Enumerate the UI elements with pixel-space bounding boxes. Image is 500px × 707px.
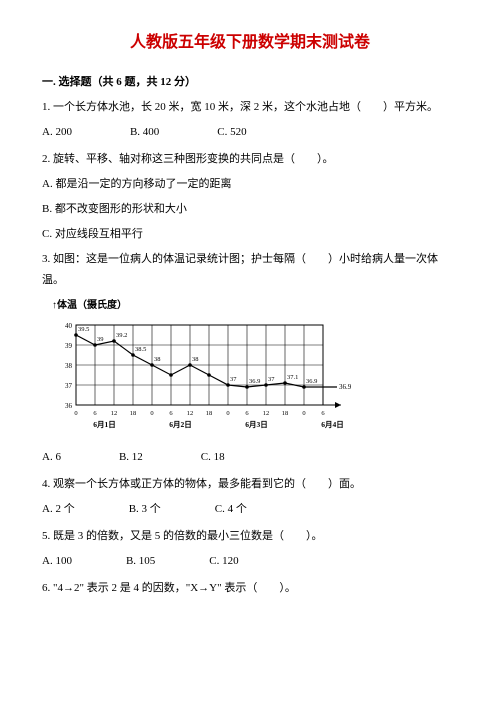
svg-text:38.5: 38.5: [135, 346, 146, 353]
svg-text:39.5: 39.5: [78, 326, 89, 333]
q3-text: 3. 如图：这是一位病人的体温记录统计图；护士每隔（ ）小时给病人量一次体温。: [42, 249, 458, 291]
svg-text:38: 38: [65, 362, 73, 370]
svg-text:36.9: 36.9: [306, 378, 317, 385]
q3-opt-b: B. 12: [119, 447, 143, 468]
q4-opt-c: C. 4 个: [215, 499, 247, 520]
svg-text:38: 38: [192, 356, 199, 363]
chart-y-axis-label: ↑体温（摄氏度）: [52, 296, 458, 315]
svg-text:6月4日: 6月4日: [321, 420, 344, 429]
svg-text:6月2日: 6月2日: [169, 420, 192, 429]
chart-svg: 36 37 38 39 40 0 6 12 18 0 6 12 18 0 6 12 18 0 6 6月1日 6月2日 6月…: [52, 317, 382, 437]
q5-opt-b: B. 105: [126, 551, 155, 572]
svg-text:6月3日: 6月3日: [245, 420, 268, 429]
svg-text:12: 12: [111, 410, 118, 417]
q2-text: 2. 旋转、平移、轴对称这三种图形变换的共同点是（ ）。: [42, 149, 458, 170]
page-title: 人教版五年级下册数学期末测试卷: [42, 28, 458, 58]
svg-text:12: 12: [187, 410, 194, 417]
svg-text:37: 37: [230, 376, 237, 383]
q1-opt-a: A. 200: [42, 122, 72, 143]
q5-text: 5. 既是 3 的倍数，又是 5 的倍数的最小三位数是（ ）。: [42, 526, 458, 547]
q1-text: 1. 一个长方体水池，长 20 米，宽 10 米，深 2 米，这个水池占地（ ）…: [42, 97, 458, 118]
svg-text:39: 39: [97, 336, 104, 343]
svg-text:0: 0: [150, 410, 153, 417]
svg-text:6: 6: [245, 410, 249, 417]
q5-opt-a: A. 100: [42, 551, 72, 572]
svg-text:12: 12: [263, 410, 270, 417]
svg-text:39: 39: [65, 342, 73, 350]
svg-text:36.9: 36.9: [249, 378, 260, 385]
svg-text:18: 18: [206, 410, 213, 417]
q1-opt-c: C. 520: [217, 122, 246, 143]
svg-text:0: 0: [74, 410, 77, 417]
q1-opt-b: B. 400: [130, 122, 159, 143]
svg-text:38: 38: [154, 356, 161, 363]
q3-options: A. 6 B. 12 C. 18: [42, 447, 458, 468]
section-header: 一. 选择题（共 6 题，共 12 分）: [42, 72, 458, 93]
svg-text:6: 6: [93, 410, 97, 417]
svg-text:36: 36: [65, 402, 73, 410]
q3-opt-c: C. 18: [201, 447, 225, 468]
svg-text:6月1日: 6月1日: [93, 420, 116, 429]
q1-options: A. 200 B. 400 C. 520: [42, 122, 458, 143]
q3-opt-a: A. 6: [42, 447, 61, 468]
svg-text:40: 40: [65, 322, 73, 330]
svg-text:6: 6: [321, 410, 325, 417]
svg-text:39.2: 39.2: [116, 332, 127, 339]
q2-opt-a: A. 都是沿一定的方向移动了一定的距离: [42, 174, 458, 195]
q4-opt-a: A. 2 个: [42, 499, 75, 520]
q2-opt-b: B. 都不改变图形的形状和大小: [42, 199, 458, 220]
q5-opt-c: C. 120: [209, 551, 238, 572]
svg-text:18: 18: [282, 410, 289, 417]
q4-options: A. 2 个 B. 3 个 C. 4 个: [42, 499, 458, 520]
svg-text:37: 37: [65, 382, 73, 390]
q4-text: 4. 观察一个长方体或正方体的物体，最多能看到它的（ ）面。: [42, 474, 458, 495]
svg-text:18: 18: [130, 410, 137, 417]
temperature-chart: ↑体温（摄氏度） 36 37 38 39 40 0 6 12 18 0 6 12 18 0 6 12 18 0 6 6…: [52, 296, 458, 437]
q6-text: 6. "4→2" 表示 2 是 4 的因数，"X→Y" 表示（ ）。: [42, 578, 458, 599]
svg-text:0: 0: [226, 410, 229, 417]
svg-text:37.1: 37.1: [287, 374, 298, 381]
svg-text:36.9: 36.9: [339, 383, 352, 391]
q4-opt-b: B. 3 个: [129, 499, 161, 520]
svg-text:37: 37: [268, 376, 275, 383]
svg-text:6: 6: [169, 410, 173, 417]
svg-text:0: 0: [302, 410, 305, 417]
q5-options: A. 100 B. 105 C. 120: [42, 551, 458, 572]
q2-opt-c: C. 对应线段互相平行: [42, 224, 458, 245]
